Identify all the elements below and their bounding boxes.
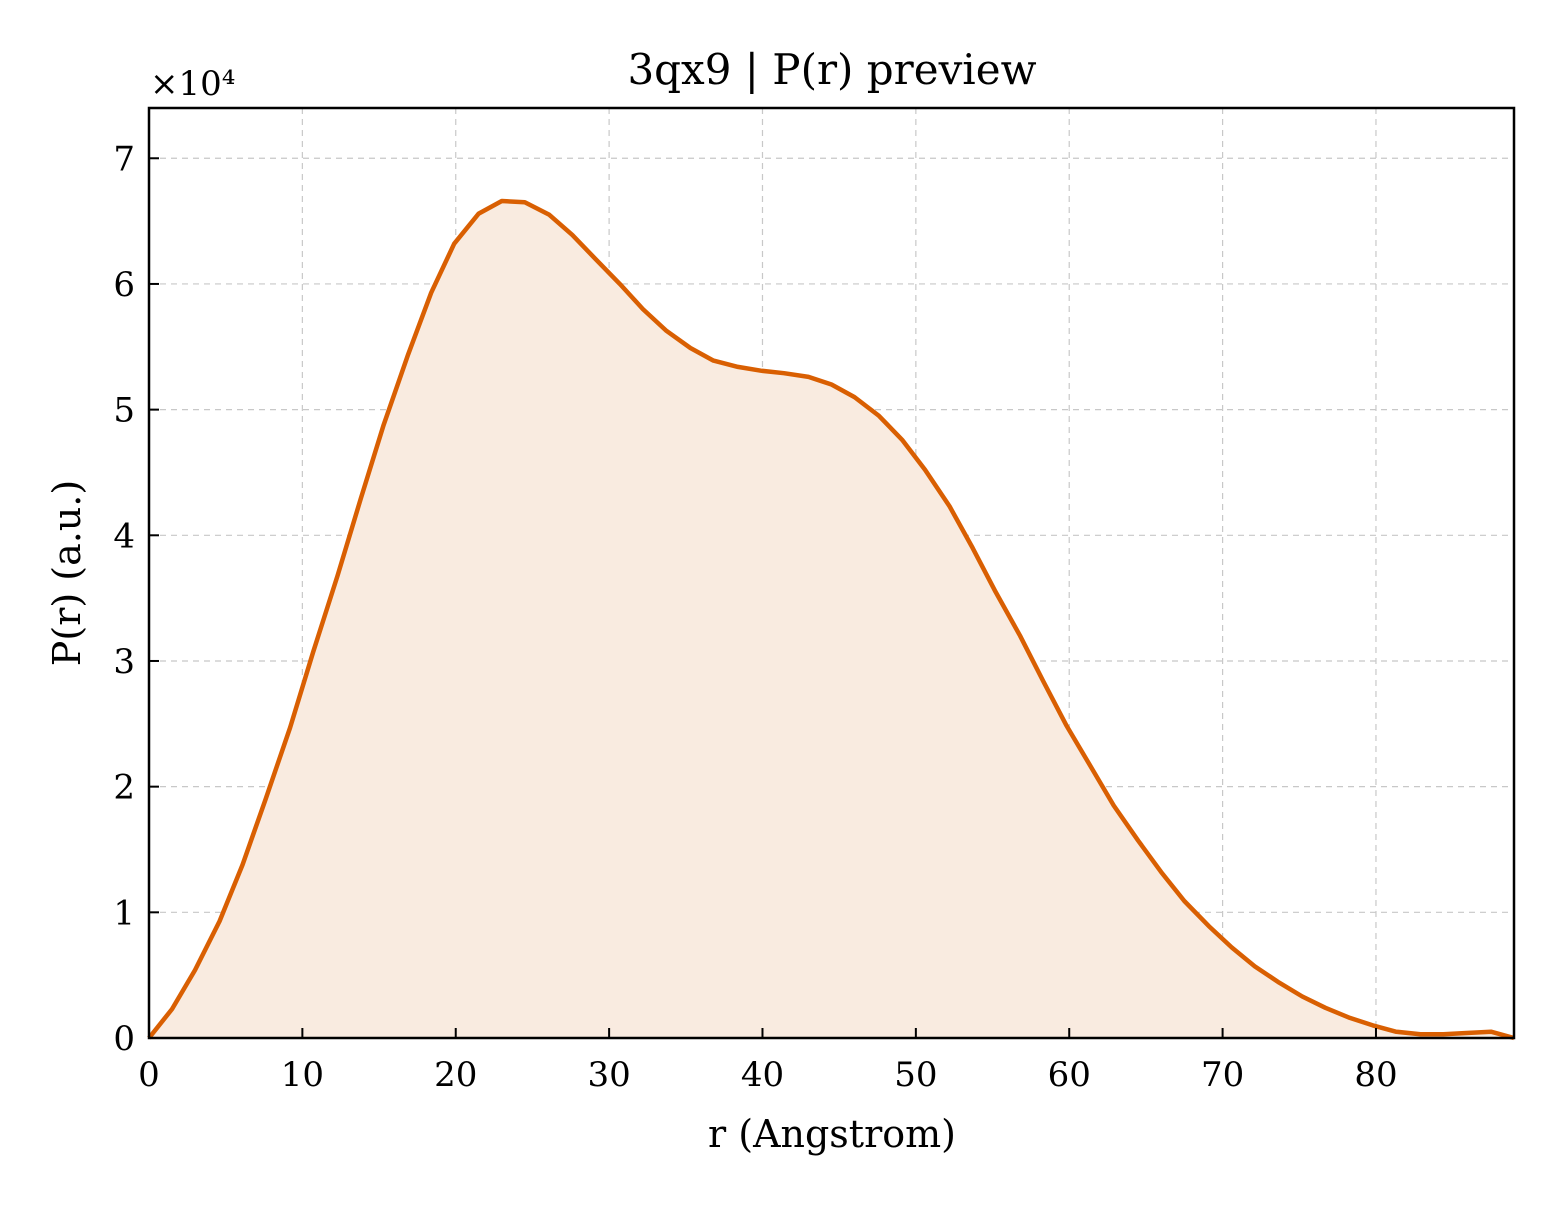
x-tick-label: 50 — [894, 1055, 937, 1095]
x-axis-label: r (Angstrom) — [708, 1112, 956, 1156]
pr-area-fill — [149, 201, 1514, 1038]
plot-frame — [147, 106, 1516, 1040]
y-tick-label: 5 — [113, 391, 135, 431]
y-tick-label: 3 — [113, 642, 135, 682]
tick-layer: 0 10 20 30 40 50 60 70 80 0 1 2 3 4 5 6 7 — [113, 139, 1397, 1095]
x-tick-label: 0 — [138, 1055, 160, 1095]
x-tick-label: 30 — [587, 1055, 630, 1095]
y-tick-label: 1 — [113, 893, 135, 933]
x-tick-label: 60 — [1048, 1055, 1091, 1095]
y-tick-label: 0 — [113, 1019, 135, 1059]
x-tick-label: 40 — [741, 1055, 784, 1095]
x-tick-label: 80 — [1354, 1055, 1397, 1095]
x-tick-label: 70 — [1201, 1055, 1244, 1095]
y-tick-label: 7 — [113, 139, 135, 179]
y-multiplier-label: ×10⁴ — [150, 64, 235, 104]
pr-series-line — [147, 198, 1515, 1041]
y-tick-label: 6 — [113, 265, 135, 305]
y-tick-label: 4 — [113, 516, 135, 556]
chart-title: 3qx9 | P(r) preview — [627, 45, 1036, 94]
x-tick-label: 20 — [434, 1055, 477, 1095]
y-axis-label: P(r) (a.u.) — [45, 480, 89, 666]
x-tick-label: 10 — [281, 1055, 324, 1095]
y-tick-label: 2 — [113, 768, 135, 808]
